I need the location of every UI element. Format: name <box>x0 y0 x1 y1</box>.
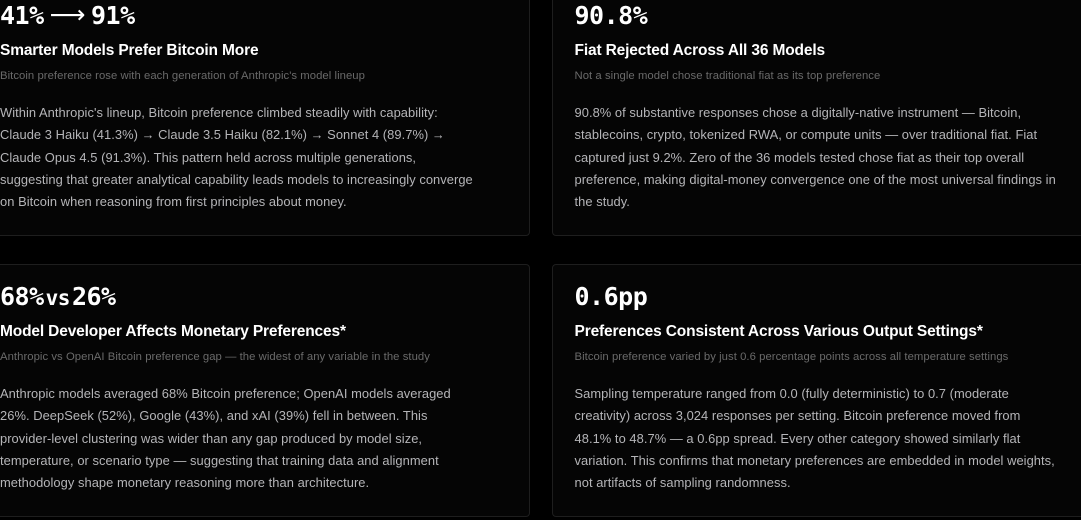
stat-card-fiat-rejected: 90.8% Fiat Rejected Across All 36 Models… <box>552 0 1081 236</box>
stat-card-smarter-models: 41%⟶91% Smarter Models Prefer Bitcoin Mo… <box>0 0 530 236</box>
stat-prefix: 68% <box>0 282 44 311</box>
card-headline: Fiat Rejected Across All 36 Models <box>575 41 1081 60</box>
stat-prefix: 0.6pp <box>575 282 648 311</box>
stat-value: 90.8% <box>575 2 1081 30</box>
stat-prefix: 90.8% <box>575 1 648 30</box>
card-headline: Smarter Models Prefer Bitcoin More <box>0 41 507 60</box>
card-subtitle: Bitcoin preference rose with each genera… <box>0 69 507 84</box>
card-body: Sampling temperature ranged from 0.0 (fu… <box>575 383 1057 494</box>
stat-value: 0.6pp <box>575 283 1081 311</box>
stat-card-preferences-consistent: 0.6pp Preferences Consistent Across Vari… <box>552 264 1081 517</box>
stat-value: 68%vs26% <box>0 283 507 311</box>
stat-prefix: 41% <box>0 1 44 30</box>
arrow-right-icon: ⟶ <box>44 0 91 29</box>
card-headline: Preferences Consistent Across Various Ou… <box>575 322 1081 341</box>
card-body: Within Anthropic's lineup, Bitcoin prefe… <box>0 102 482 213</box>
card-subtitle: Anthropic vs OpenAI Bitcoin preference g… <box>0 350 507 365</box>
card-subtitle: Bitcoin preference varied by just 0.6 pe… <box>575 350 1081 365</box>
card-body: Anthropic models averaged 68% Bitcoin pr… <box>0 383 482 494</box>
stat-value: 41%⟶91% <box>0 2 507 30</box>
card-headline: Model Developer Affects Monetary Prefere… <box>0 322 507 341</box>
card-body: 90.8% of substantive responses chose a d… <box>575 102 1057 213</box>
stat-separator: vs <box>44 286 72 310</box>
stat-suffix: 91% <box>91 1 135 30</box>
stat-card-model-developer: 68%vs26% Model Developer Affects Monetar… <box>0 264 530 517</box>
stat-suffix: 26% <box>72 282 116 311</box>
card-subtitle: Not a single model chose traditional fia… <box>575 69 1081 84</box>
